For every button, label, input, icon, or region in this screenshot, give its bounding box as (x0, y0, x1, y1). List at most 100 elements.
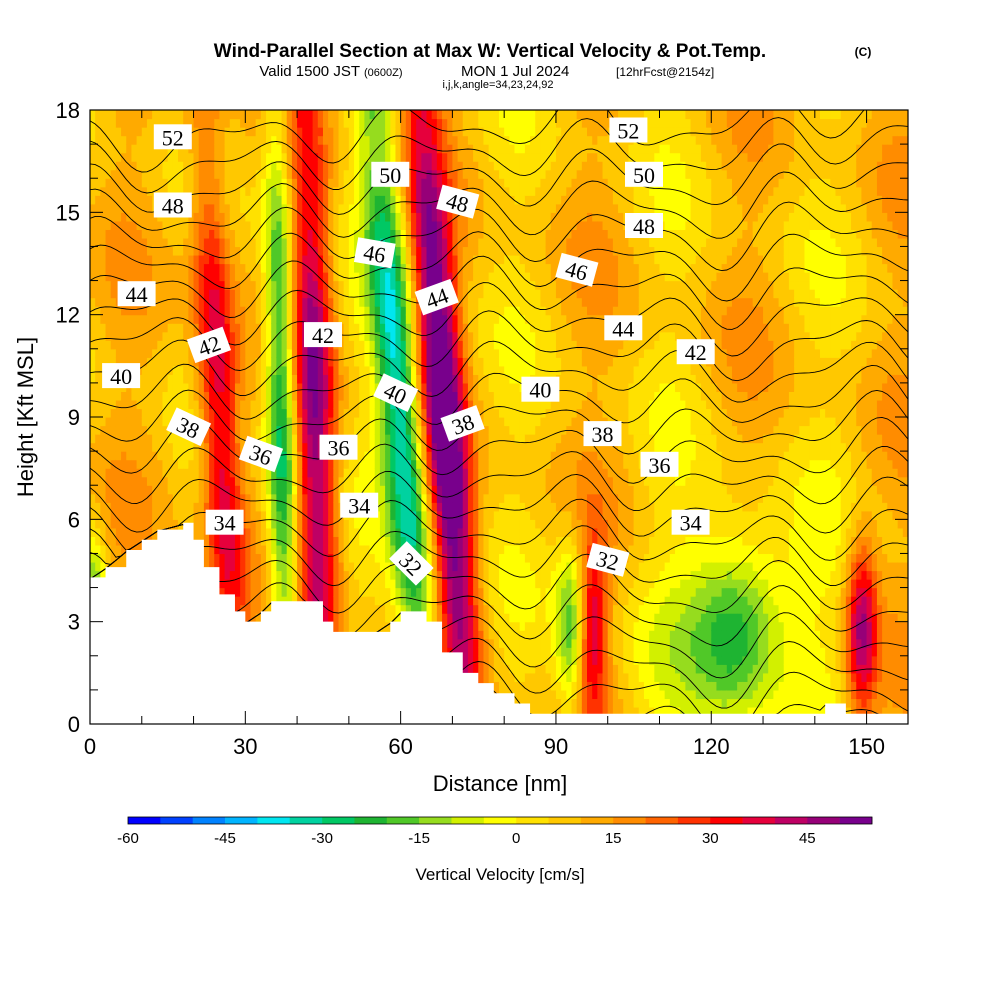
velocity-cell (95, 152, 101, 162)
velocity-cell (390, 357, 397, 367)
velocity-cell (436, 604, 443, 614)
velocity-cell (364, 203, 371, 213)
velocity-cell (260, 212, 267, 222)
velocity-cell (157, 331, 164, 341)
velocity-cell (141, 331, 148, 341)
velocity-cell (115, 493, 122, 503)
velocity-cell (333, 596, 340, 606)
velocity-cell (183, 340, 189, 350)
velocity-cell (271, 127, 277, 137)
velocity-cell (343, 417, 350, 427)
velocity-cell (364, 425, 371, 435)
velocity-cell (291, 579, 298, 589)
velocity-cell (379, 570, 386, 580)
velocity-cell (162, 169, 169, 179)
velocity-cell (338, 561, 345, 572)
velocity-cell (416, 587, 422, 597)
velocity-cell (312, 110, 319, 120)
velocity-cell (328, 289, 334, 299)
velocity-cell (431, 587, 438, 597)
velocity-cell (322, 374, 329, 384)
velocity-cell (90, 434, 96, 444)
velocity-cell (152, 442, 158, 452)
velocity-cell (369, 297, 376, 307)
velocity-cell (312, 178, 319, 188)
velocity-cell (317, 425, 324, 435)
velocity-cell (255, 203, 262, 213)
velocity-cell (307, 536, 314, 546)
velocity-cell (100, 263, 107, 273)
velocity-cell (400, 485, 407, 495)
velocity-cell (172, 254, 179, 265)
velocity-cell (245, 408, 252, 418)
velocity-cell (90, 178, 96, 188)
velocity-cell (240, 442, 246, 452)
velocity-cell (234, 374, 241, 384)
velocity-cell (291, 203, 298, 213)
velocity-cell (245, 280, 252, 290)
velocity-cell (121, 254, 127, 265)
velocity-cell (416, 280, 422, 290)
velocity-cell (240, 587, 246, 597)
velocity-cell (245, 476, 252, 486)
velocity-cell (234, 229, 241, 239)
velocity-cell (271, 570, 277, 580)
velocity-cell (307, 357, 314, 367)
velocity-cell (203, 434, 210, 444)
velocity-cell (328, 417, 334, 427)
velocity-cell (369, 570, 376, 580)
velocity-cell (203, 442, 210, 452)
velocity-cell (193, 451, 200, 461)
velocity-cell (126, 203, 133, 213)
velocity-cell (203, 161, 210, 171)
velocity-cell (317, 254, 324, 265)
velocity-cell (167, 289, 174, 299)
velocity-cell (436, 527, 443, 537)
velocity-cell (312, 348, 319, 358)
velocity-cell (286, 127, 293, 137)
velocity-cell (250, 212, 257, 222)
velocity-cell (364, 340, 371, 350)
velocity-cell (178, 493, 184, 503)
velocity-cell (348, 203, 355, 213)
velocity-cell (291, 468, 298, 478)
velocity-cell (209, 476, 215, 486)
velocity-cell (291, 357, 298, 367)
velocity-cell (260, 493, 267, 503)
velocity-cell (157, 434, 164, 444)
velocity-cell (260, 348, 267, 358)
velocity-cell (100, 254, 107, 265)
velocity-cell (281, 280, 288, 290)
velocity-cell (95, 110, 101, 120)
velocity-cell (167, 485, 174, 495)
velocity-cell (266, 348, 272, 358)
velocity-cell (105, 391, 112, 401)
velocity-cell (198, 382, 205, 393)
velocity-cell (95, 468, 101, 478)
velocity-cell (276, 195, 283, 205)
velocity-cell (395, 203, 402, 213)
velocity-cell (369, 399, 376, 410)
velocity-cell (209, 493, 215, 503)
velocity-cell (95, 237, 101, 248)
velocity-cell (260, 246, 267, 256)
velocity-cell (110, 127, 117, 137)
velocity-cell (379, 229, 386, 239)
velocity-cell (126, 306, 133, 316)
velocity-cell (203, 314, 210, 324)
velocity-cell (322, 195, 329, 205)
velocity-cell (250, 553, 257, 563)
velocity-cell (110, 331, 117, 341)
velocity-cell (322, 527, 329, 537)
velocity-cell (338, 220, 345, 230)
velocity-cell (307, 561, 314, 572)
velocity-cell (426, 237, 433, 248)
velocity-cell (400, 229, 407, 239)
velocity-cell (203, 544, 210, 555)
velocity-cell (374, 442, 381, 452)
velocity-cell (348, 553, 355, 563)
velocity-cell (379, 613, 386, 623)
velocity-cell (385, 152, 391, 162)
velocity-cell (328, 144, 334, 154)
velocity-cell (281, 118, 288, 128)
